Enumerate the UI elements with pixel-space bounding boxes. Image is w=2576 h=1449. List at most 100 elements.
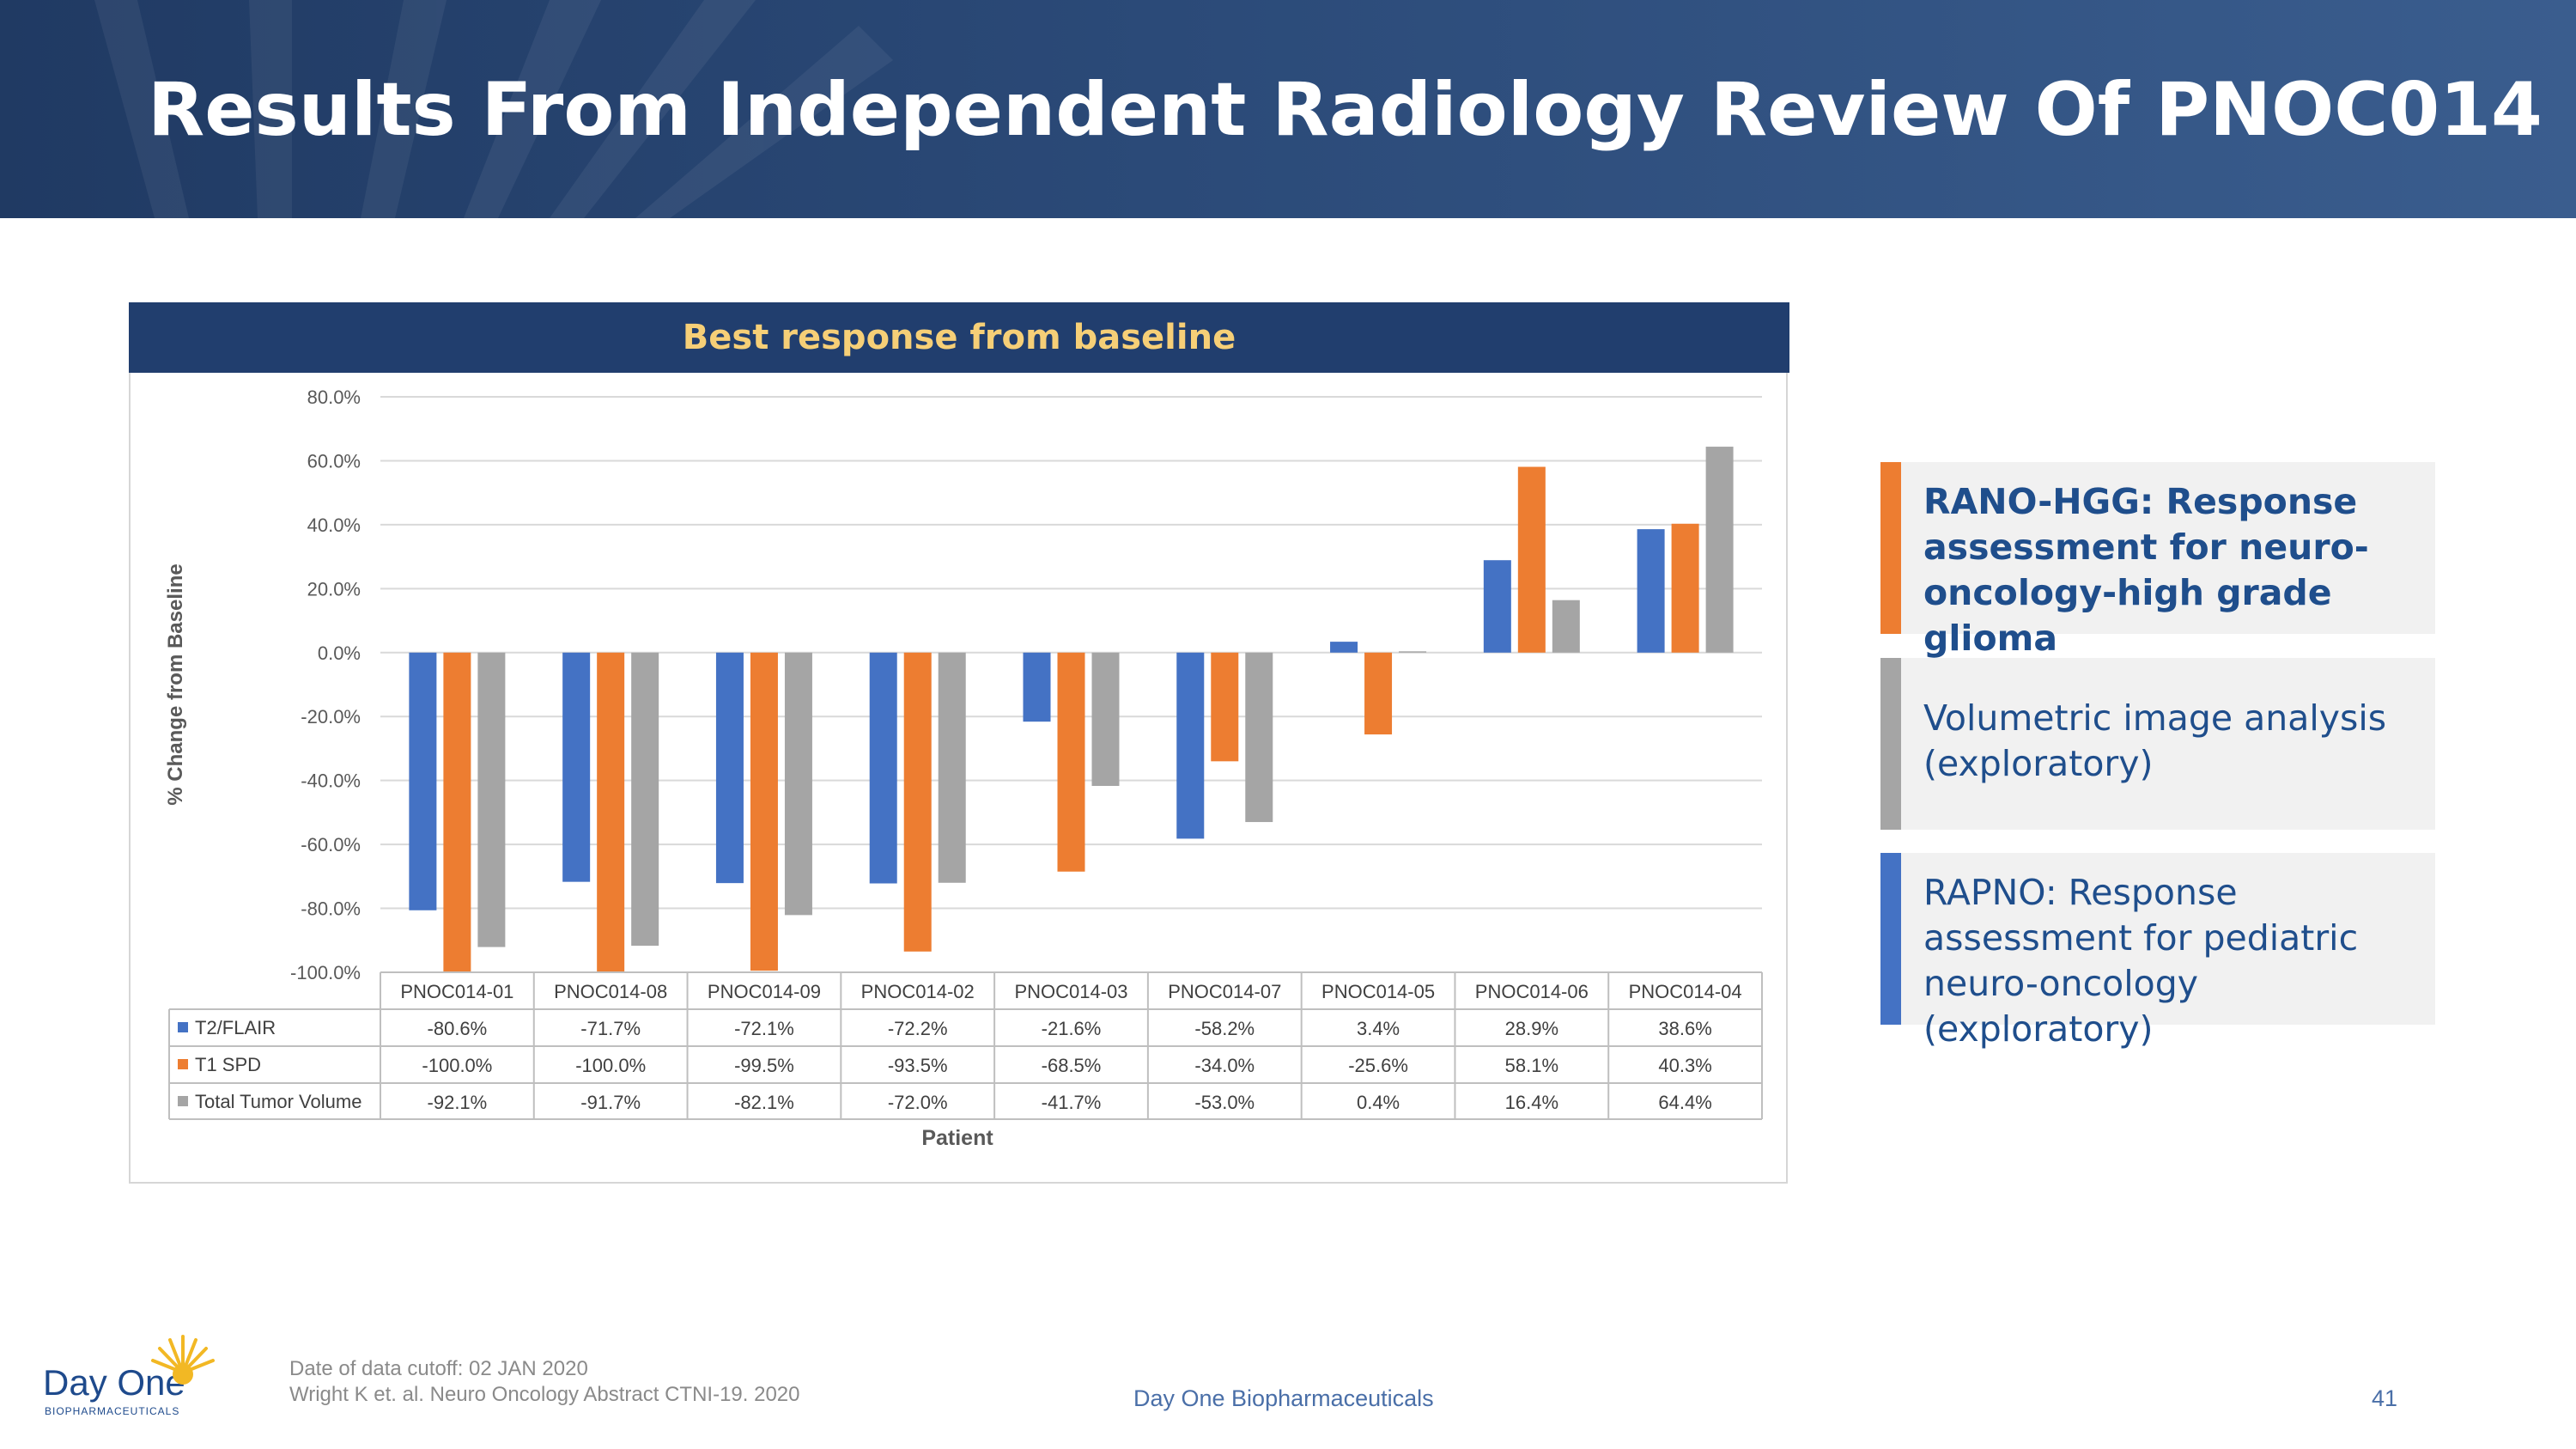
bar-total-tumor-volume [1552,600,1580,653]
bar-t2-flair [715,652,744,884]
y-tick-label: -60.0% [301,834,361,855]
bar-t2-flair [562,652,591,882]
bar-total-tumor-volume [631,652,659,947]
data-label: -99.5% [734,1055,794,1076]
footer-cutoff: Date of data cutoff: 02 JAN 2020 [289,1357,588,1380]
y-tick-label: -80.0% [301,898,361,920]
page-number: 41 [2372,1385,2398,1411]
data-label: 0.4% [1357,1092,1400,1113]
page-title: Results From Independent Radiology Revie… [148,67,2543,153]
legend-series-name: T1 SPD [195,1054,261,1075]
bar-t2-flair [1330,642,1358,653]
x-category-label: PNOC014-09 [708,981,821,1002]
title-banner: Results From Independent Radiology Revie… [0,0,2576,218]
bar-total-tumor-volume [1245,652,1273,823]
chart-header-title: Best response from baseline [682,318,1236,357]
data-label: -41.7% [1042,1092,1102,1113]
y-tick-label: -20.0% [301,706,361,728]
data-label: -100.0% [422,1055,492,1076]
bar-total-tumor-volume [784,652,812,916]
data-label: -92.1% [428,1092,488,1113]
data-label: 40.3% [1658,1055,1711,1076]
bar-total-tumor-volume [477,652,506,947]
data-label: 64.4% [1658,1092,1711,1113]
sun-icon [151,1335,215,1385]
bar-total-tumor-volume [1705,447,1734,653]
legend-text: RAPNO: Response assessment for pediatric… [1923,872,2359,1050]
bar-total-tumor-volume [1399,651,1427,653]
data-label: -80.6% [428,1018,488,1039]
bar-t2-flair [1023,652,1051,722]
data-label: 38.6% [1658,1018,1711,1039]
x-category-label: PNOC014-08 [554,981,667,1002]
bar-t1-spd [1364,652,1393,735]
logo-name: Day One [43,1362,185,1403]
footer-company: Day One Biopharmaceuticals [1133,1385,1434,1411]
data-label: -68.5% [1042,1055,1102,1076]
data-label: -25.6% [1348,1055,1408,1076]
legend-stripe [1880,658,1901,830]
y-tick-label: -40.0% [301,770,361,792]
bar-t2-flair [869,652,897,884]
footer-reference: Wright K et. al. Neuro Oncology Abstract… [289,1383,800,1406]
company-logo: Day One BIOPHARMACEUTICALS [43,1330,232,1433]
x-category-label: PNOC014-05 [1321,981,1435,1002]
data-label: 58.1% [1505,1055,1558,1076]
logo-subtitle: BIOPHARMACEUTICALS [45,1405,180,1417]
x-category-label: PNOC014-03 [1014,981,1127,1002]
legend-text: Volumetric image analysis (exploratory) [1923,697,2387,784]
y-tick-label: 80.0% [307,387,361,408]
y-tick-label: 60.0% [307,450,361,472]
legend-swatch [178,1059,188,1069]
data-label: -58.2% [1194,1018,1255,1039]
bar-t1-spd [1211,652,1239,762]
y-tick-label: 40.0% [307,514,361,536]
data-label: -72.0% [888,1092,948,1113]
bar-t1-spd [443,652,471,972]
chart-header: Best response from baseline [129,302,1789,373]
x-category-label: PNOC014-04 [1629,981,1742,1002]
legend-series-name: T2/FLAIR [195,1017,276,1038]
legend-box-0: RANO-HGG: Response assessment for neuro-… [1880,462,2435,659]
y-tick-label: 0.0% [318,642,361,664]
data-label: -72.1% [734,1018,794,1039]
bar-t2-flair [1176,652,1205,839]
bar-t1-spd [1671,523,1699,653]
data-label: 28.9% [1505,1018,1558,1039]
data-label: 16.4% [1505,1092,1558,1113]
y-tick-label: -100.0% [290,962,361,983]
data-label: -82.1% [734,1092,794,1113]
bar-t1-spd [903,652,932,952]
x-category-label: PNOC014-06 [1475,981,1589,1002]
data-label: -93.5% [888,1055,948,1076]
bar-total-tumor-volume [1091,652,1120,786]
x-category-label: PNOC014-02 [861,981,975,1002]
bar-t1-spd [1517,466,1546,653]
data-label: -21.6% [1042,1018,1102,1039]
data-label: 3.4% [1357,1018,1400,1039]
bar-t2-flair [1483,560,1511,653]
bar-t1-spd [1057,652,1085,872]
legend-swatch [178,1022,188,1032]
legend-stripe [1880,462,1901,634]
bar-t2-flair [409,652,437,910]
legend-text: RANO-HGG: Response assessment for neuro-… [1923,481,2369,659]
data-label: -53.0% [1194,1092,1255,1113]
bar-t2-flair [1637,529,1665,653]
data-label: -71.7% [580,1018,641,1039]
data-label: -34.0% [1194,1055,1255,1076]
y-axis-label: % Change from Baseline [164,563,187,805]
data-label: -100.0% [575,1055,646,1076]
legend-box-2: RAPNO: Response assessment for pediatric… [1880,853,2435,1050]
legend-stripe [1880,853,1901,1025]
x-category-label: PNOC014-07 [1168,981,1281,1002]
bar-t1-spd [597,652,625,972]
legend-swatch [178,1096,188,1106]
y-tick-label: 20.0% [307,578,361,600]
x-category-label: PNOC014-01 [400,981,513,1002]
bar-total-tumor-volume [938,652,966,883]
data-label: -72.2% [888,1018,948,1039]
bar-t1-spd [750,652,778,971]
data-label: -91.7% [580,1092,641,1113]
